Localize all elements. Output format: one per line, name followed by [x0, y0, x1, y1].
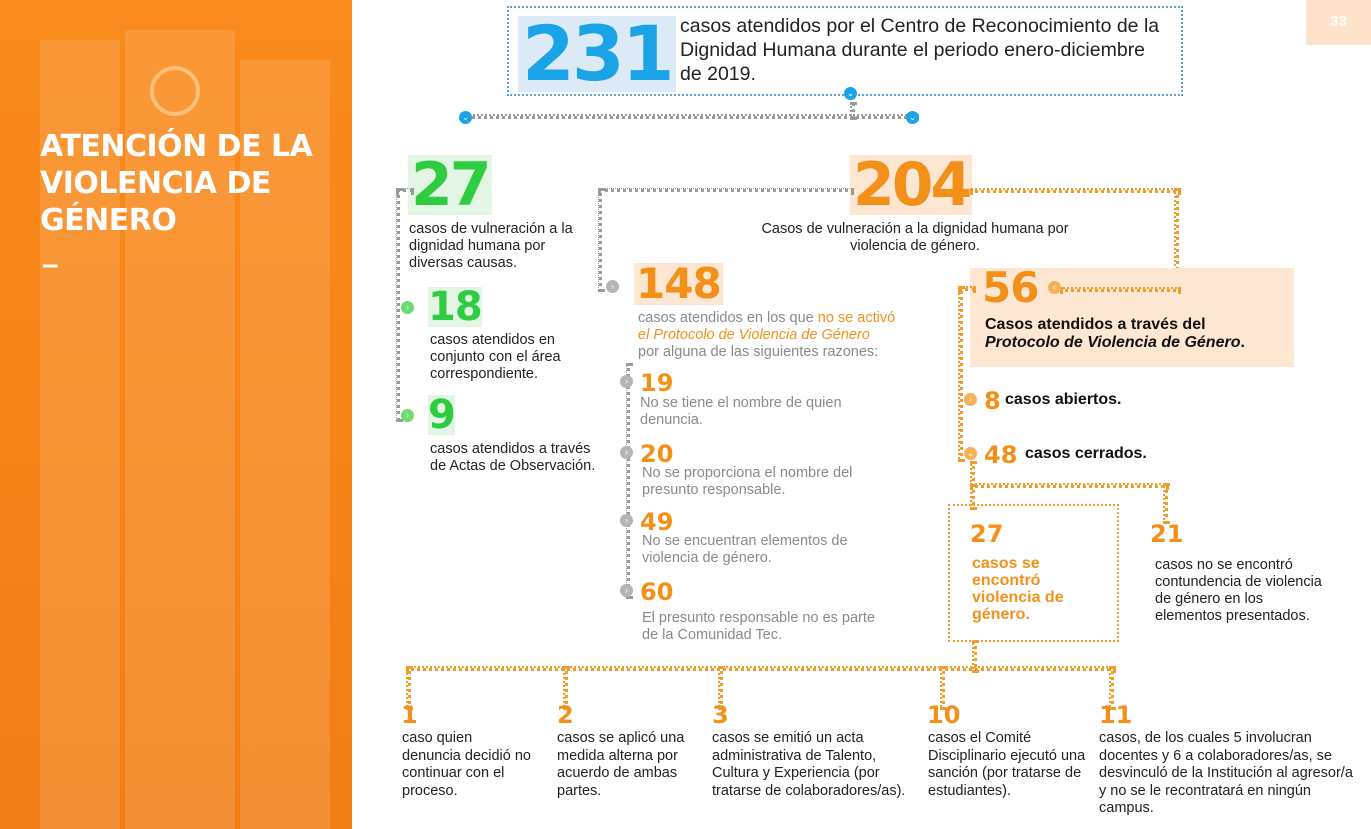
left-item-number: 9 — [428, 392, 456, 438]
chevron-right-icon: › — [606, 280, 619, 293]
found-number: 27 — [970, 520, 1004, 548]
chevron-left-icon: ‹ — [1048, 281, 1061, 294]
chevron-right-icon: › — [401, 409, 414, 422]
connector-line — [1109, 666, 1114, 710]
left-item-text: casos atendidos en conjunto con el área … — [430, 332, 561, 382]
closed-number: 48 — [984, 441, 1018, 469]
connector-line — [1163, 483, 1168, 524]
chevron-down-icon: ⌄ — [906, 111, 919, 124]
not-found-text: casos no se encontró contundencia de vio… — [1155, 557, 1322, 624]
reason-number: 19 — [640, 369, 674, 397]
sidebar-title: ATENCIÓN DE LA VIOLENCIA DE GÉNERO — [40, 129, 313, 238]
left-item-text: casos atendidos a través de Actas de Obs… — [430, 441, 596, 474]
chevron-right-icon: › — [620, 375, 633, 388]
outcome-text: casos se aplicó una medida alterna por a… — [557, 730, 685, 799]
chevron-right-icon: › — [401, 301, 414, 314]
page-number: 33 — [1306, 0, 1371, 45]
protocol-text: Casos atendidos a través del Protocolo d… — [985, 316, 1295, 352]
outcome-text: casos, de los cuales 5 involucran docent… — [1099, 730, 1353, 816]
protocol-text-italic: Protocolo de Violencia de Género — [985, 334, 1241, 351]
chevron-down-icon: ⌄ — [844, 87, 857, 100]
center-total-number: 204 — [850, 155, 972, 215]
connector-line — [406, 666, 411, 710]
connector-line — [940, 666, 945, 710]
closed-text: casos cerrados. — [1025, 445, 1147, 462]
not-found-number: 21 — [1150, 520, 1184, 548]
connector-line — [598, 188, 602, 292]
reason-text: No se tiene el nombre de quien denuncia. — [640, 395, 842, 428]
outcome-text: casos se emitió un acta administrativa d… — [712, 730, 906, 799]
reason-number: 20 — [640, 440, 674, 468]
connector-line — [958, 286, 976, 291]
protocol-number: 56 — [982, 263, 1039, 312]
open-text: casos abiertos. — [1005, 391, 1122, 408]
not-activated-text: casos atendidos en los que no se activó … — [638, 310, 938, 361]
outcome-number: 2 — [557, 701, 574, 729]
reason-text: No se proporciona el nombre del presunto… — [642, 465, 853, 498]
center-total-text: Casos de vulneración a la dignidad human… — [761, 221, 1069, 254]
outcome-number: 10 — [927, 701, 961, 729]
connector-line — [466, 114, 919, 119]
outcome-number: 3 — [712, 701, 729, 729]
connector-line — [958, 286, 963, 462]
chevron-down-icon: ⌄ — [459, 111, 472, 124]
not-activated-text-before: casos atendidos en los que — [638, 310, 818, 326]
connector-line — [1060, 287, 1181, 292]
chevron-down-icon: ⌄ — [964, 447, 977, 460]
sidebar-dash: – — [42, 248, 59, 281]
protocol-text-plain: Casos atendidos a través del — [985, 316, 1206, 333]
total-description: casos atendidos por el Centro de Reconoc… — [680, 15, 1160, 85]
found-text: casos se encontró violencia de género. — [972, 555, 1064, 623]
outcome-text: casos el Comité Disciplinario ejecutó un… — [928, 730, 1086, 799]
connector-line — [970, 188, 1181, 193]
outcome-number: 11 — [1099, 701, 1133, 729]
left-total-number: 27 — [408, 155, 492, 215]
connector-line — [972, 640, 977, 673]
not-activated-italic: el Protocolo de Violencia de Género — [638, 327, 870, 343]
outcome-text: caso quien denuncia decidió no continuar… — [402, 730, 531, 799]
connector-line — [563, 666, 568, 710]
found-box — [948, 504, 1119, 642]
connector-line — [406, 666, 1116, 671]
not-activated-number: 148 — [634, 259, 723, 308]
total-number: 231 — [518, 16, 676, 92]
outcome-number: 1 — [401, 701, 418, 729]
not-activated-highlight: no se activó — [817, 310, 896, 326]
connector-line — [396, 188, 400, 422]
chevron-right-icon: › — [620, 446, 633, 459]
reason-number: 60 — [640, 578, 674, 606]
reason-number: 49 — [640, 508, 674, 536]
reason-text: El presunto responsable no es parte de l… — [642, 610, 875, 643]
chevron-right-icon: › — [620, 584, 633, 597]
left-total-text: casos de vulneración a la dignidad human… — [409, 221, 573, 271]
reason-text: No se encuentran elementos de violencia … — [642, 533, 848, 566]
connector-line — [626, 363, 630, 599]
connector-line — [970, 483, 1169, 488]
sidebar-panel — [0, 0, 352, 829]
open-number: 8 — [984, 387, 1001, 415]
connector-line — [396, 188, 414, 192]
connector-line — [598, 188, 854, 192]
left-item-number: 18 — [428, 284, 483, 330]
emblem-icon — [150, 66, 200, 116]
protocol-text-end: . — [1240, 334, 1245, 351]
chevron-right-icon: › — [964, 393, 977, 406]
connector-line — [718, 666, 723, 710]
not-activated-text-after: por alguna de las siguientes razones: — [638, 344, 879, 360]
protocol-box — [970, 268, 1294, 367]
chevron-right-icon: › — [620, 514, 633, 527]
